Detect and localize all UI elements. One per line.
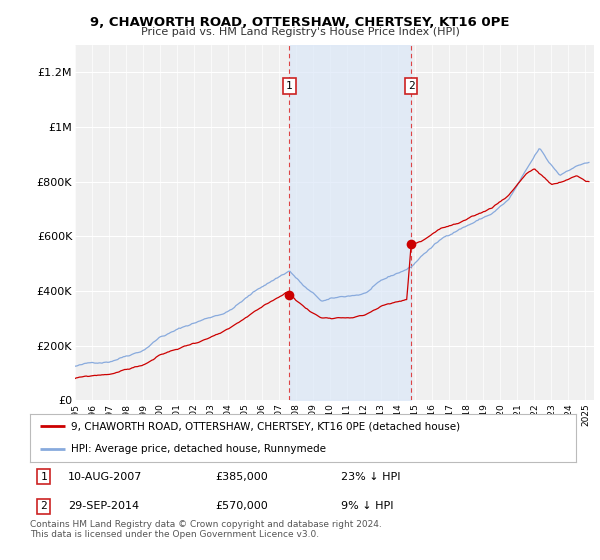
Text: 9, CHAWORTH ROAD, OTTERSHAW, CHERTSEY, KT16 0PE (detached house): 9, CHAWORTH ROAD, OTTERSHAW, CHERTSEY, K… xyxy=(71,421,460,431)
Text: 2: 2 xyxy=(407,81,415,91)
Text: 29-SEP-2014: 29-SEP-2014 xyxy=(68,501,139,511)
Text: Price paid vs. HM Land Registry's House Price Index (HPI): Price paid vs. HM Land Registry's House … xyxy=(140,27,460,37)
Text: £385,000: £385,000 xyxy=(215,472,268,482)
Text: 2: 2 xyxy=(40,501,47,511)
Text: 9% ↓ HPI: 9% ↓ HPI xyxy=(341,501,394,511)
Text: £570,000: £570,000 xyxy=(215,501,268,511)
Text: 9, CHAWORTH ROAD, OTTERSHAW, CHERTSEY, KT16 0PE: 9, CHAWORTH ROAD, OTTERSHAW, CHERTSEY, K… xyxy=(90,16,510,29)
Text: 1: 1 xyxy=(40,472,47,482)
Text: HPI: Average price, detached house, Runnymede: HPI: Average price, detached house, Runn… xyxy=(71,444,326,454)
Text: Contains HM Land Registry data © Crown copyright and database right 2024.
This d: Contains HM Land Registry data © Crown c… xyxy=(30,520,382,539)
Text: 23% ↓ HPI: 23% ↓ HPI xyxy=(341,472,401,482)
Text: 10-AUG-2007: 10-AUG-2007 xyxy=(68,472,143,482)
Text: 1: 1 xyxy=(286,81,293,91)
